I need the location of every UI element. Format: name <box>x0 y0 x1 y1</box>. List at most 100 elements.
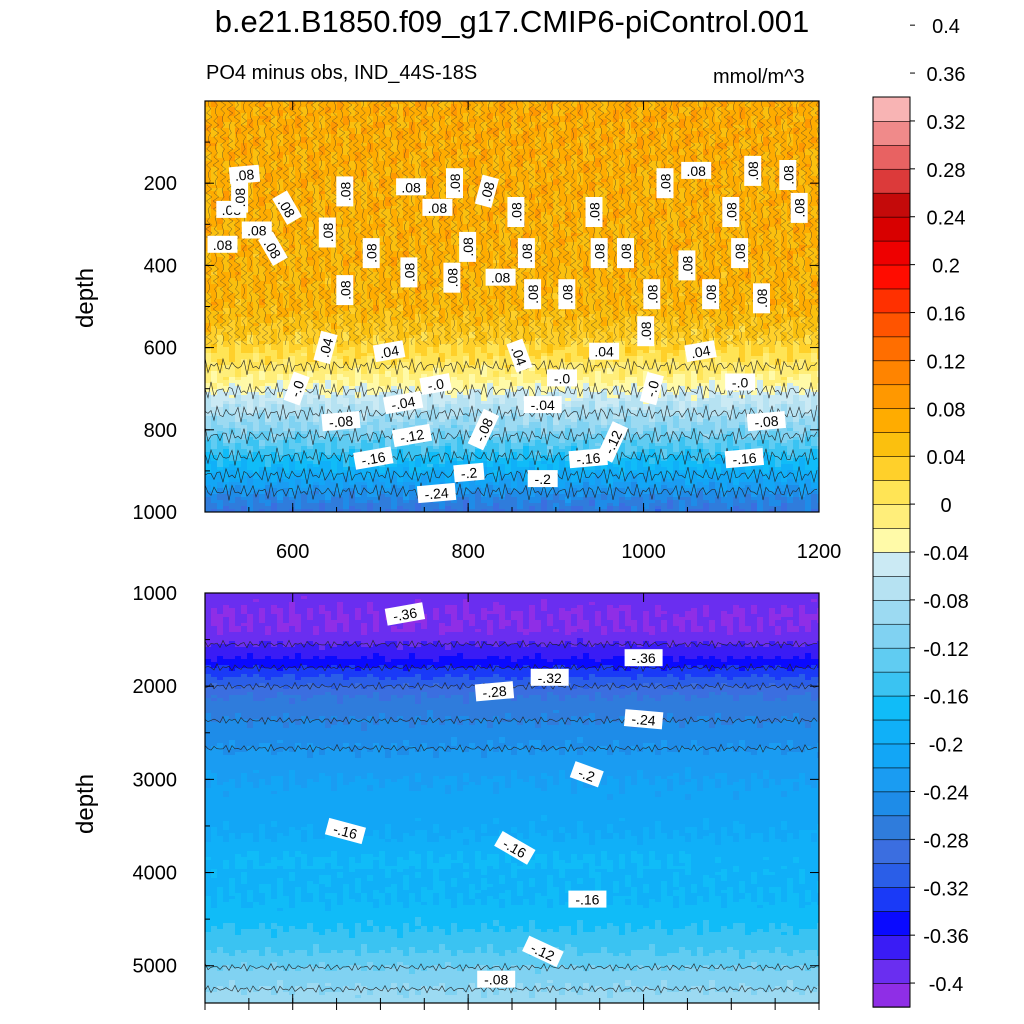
contour-cell <box>379 233 386 237</box>
contour-cell <box>799 182 806 186</box>
contour-cell <box>247 203 254 207</box>
contour-cell <box>799 125 806 129</box>
contour-cell <box>805 122 812 126</box>
contour-cell <box>499 128 506 132</box>
contour-cell <box>679 209 686 213</box>
contour-cell <box>547 203 554 207</box>
contour-cell <box>811 164 818 168</box>
contour-cell <box>439 104 446 108</box>
contour-cell <box>595 104 602 108</box>
contour-cell <box>745 152 752 156</box>
contour-cell <box>607 143 614 147</box>
contour-cell <box>403 197 410 201</box>
contour-cell <box>343 140 350 144</box>
contour-cell <box>427 242 434 246</box>
contour-cell <box>475 182 482 186</box>
contour-cell <box>319 149 326 153</box>
contour-cell <box>763 230 770 234</box>
contour-cell <box>493 164 500 168</box>
contour-cell <box>451 227 458 231</box>
contour-cell <box>277 236 284 240</box>
contour-cell <box>679 212 686 216</box>
contour-cell <box>343 152 350 156</box>
contour-cell <box>577 158 584 162</box>
contour-cell <box>571 239 578 243</box>
contour-cell <box>475 137 482 141</box>
contour-cell <box>487 146 494 150</box>
contour-cell <box>223 101 230 105</box>
contour-cell <box>265 104 272 108</box>
contour-cell <box>439 101 446 105</box>
contour-cell <box>583 158 590 162</box>
contour-cell <box>799 158 806 162</box>
contour-cell <box>469 227 476 231</box>
contour-cell <box>637 107 644 111</box>
contour-cell <box>613 230 620 234</box>
contour-cell <box>211 167 218 171</box>
contour-cell <box>475 245 482 249</box>
contour-cell <box>235 113 242 117</box>
contour-cell <box>565 206 572 210</box>
contour-cell <box>775 194 782 198</box>
contour-cell <box>307 182 314 186</box>
contour-cell <box>493 134 500 138</box>
contour-cell <box>667 152 674 156</box>
contour-cell <box>589 131 596 135</box>
contour-cell <box>277 215 284 219</box>
contour-cell <box>445 110 452 114</box>
contour-cell <box>781 143 788 147</box>
contour-cell <box>379 203 386 207</box>
contour-cell <box>307 125 314 129</box>
contour-cell <box>373 101 380 105</box>
contour-cell <box>565 113 572 117</box>
contour-cell <box>265 149 272 153</box>
contour-cell <box>211 218 218 222</box>
contour-cell <box>709 149 716 153</box>
contour-cell <box>511 176 518 180</box>
contour-cell <box>799 230 806 234</box>
contour-cell <box>757 206 764 210</box>
contour-cell <box>631 188 638 192</box>
contour-cell <box>265 137 272 141</box>
contour-cell <box>403 128 410 132</box>
contour-cell <box>661 119 668 123</box>
contour-cell <box>319 203 326 207</box>
contour-cell <box>679 143 686 147</box>
contour-cell <box>547 224 554 228</box>
contour-cell <box>457 149 464 153</box>
contour-cell <box>751 227 758 231</box>
contour-cell <box>271 209 278 213</box>
contour-cell <box>205 179 212 183</box>
contour-cell <box>301 116 308 120</box>
contour-cell <box>595 191 602 195</box>
contour-cell <box>631 200 638 204</box>
contour-cell <box>289 152 296 156</box>
contour-cell <box>355 236 362 240</box>
contour-cell <box>709 143 716 147</box>
contour-cell <box>289 245 296 249</box>
contour-cell <box>535 212 542 216</box>
contour-cell <box>619 158 626 162</box>
contour-cell <box>607 206 614 210</box>
contour-cell <box>469 131 476 135</box>
contour-cell <box>397 236 404 240</box>
contour-cell <box>709 182 716 186</box>
contour-cell <box>715 125 722 129</box>
contour-cell <box>655 113 662 117</box>
contour-cell <box>649 125 656 129</box>
contour-cell <box>649 104 656 108</box>
contour-cell <box>577 200 584 204</box>
units-label: mmol/m^3 <box>713 66 805 89</box>
contour-cell <box>817 155 819 159</box>
contour-cell <box>337 158 344 162</box>
contour-cell <box>727 101 734 105</box>
contour-cell <box>313 170 320 174</box>
contour-cell <box>247 242 254 246</box>
contour-cell <box>631 179 638 183</box>
contour-cell <box>811 203 818 207</box>
contour-cell <box>607 194 614 198</box>
contour-cell <box>421 197 428 201</box>
contour-cell <box>229 149 236 153</box>
contour-cell <box>373 167 380 171</box>
contour-cell <box>787 128 794 132</box>
